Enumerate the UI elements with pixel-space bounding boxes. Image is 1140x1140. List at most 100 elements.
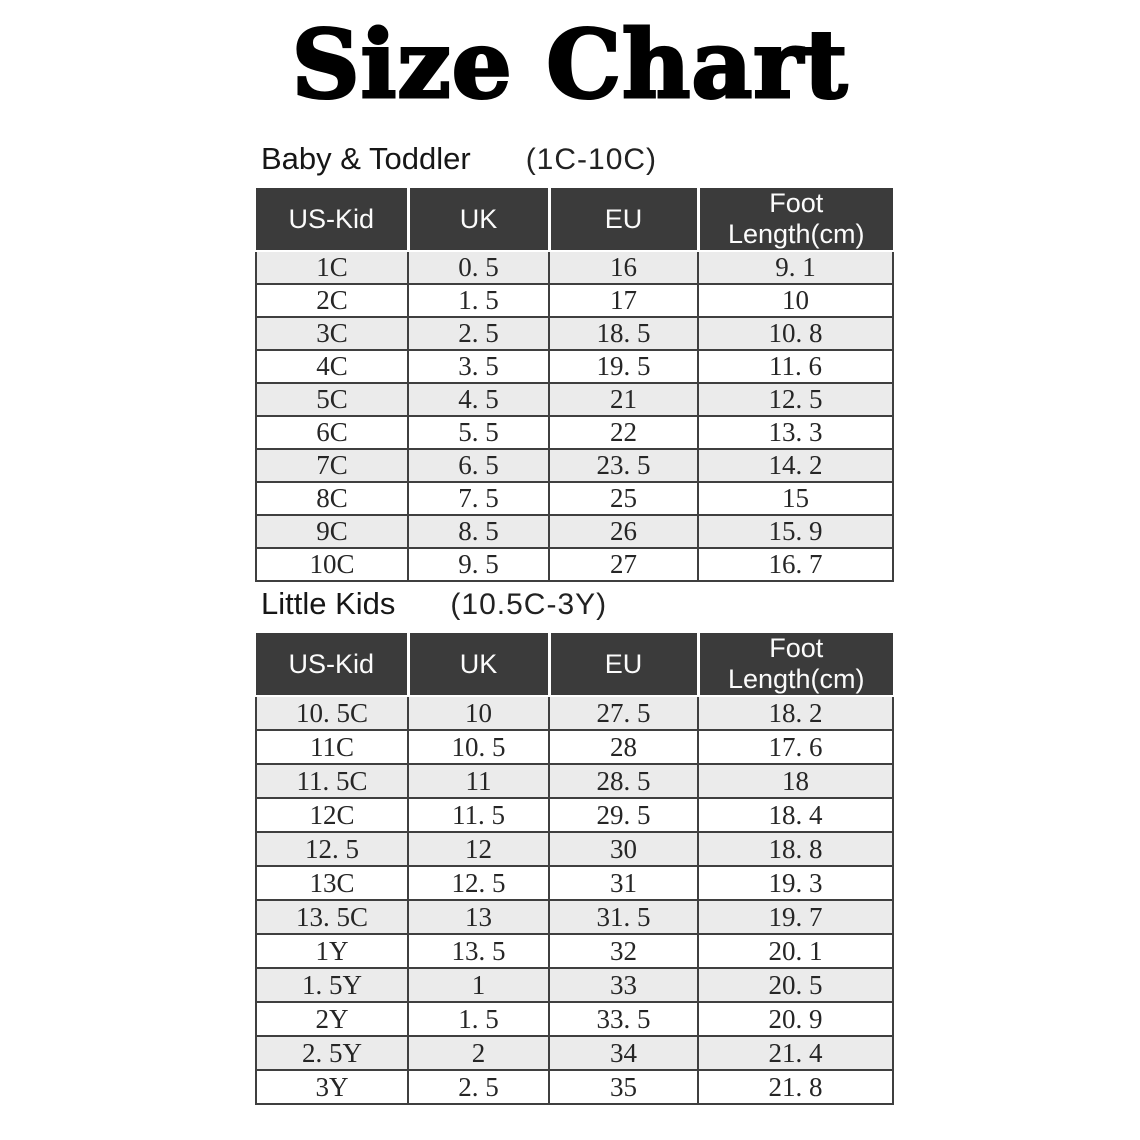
table-cell: 9. 1 <box>697 250 894 285</box>
table-cell: 13. 5C <box>255 899 409 935</box>
table-row: 11. 5C 11 28. 5 18 <box>255 763 894 799</box>
table-row: 13C 12. 5 31 19. 3 <box>255 865 894 901</box>
table-cell: 20. 9 <box>697 1001 894 1037</box>
table-cell: 2 <box>407 1035 550 1071</box>
table-cell: 21. 8 <box>697 1069 894 1105</box>
table-cell: 2. 5Y <box>255 1035 409 1071</box>
table-cell: 2Y <box>255 1001 409 1037</box>
table-cell: 19. 3 <box>697 865 894 901</box>
table-cell: 16. 7 <box>697 547 894 582</box>
table-row: 10C 9. 5 27 16. 7 <box>255 547 894 582</box>
column-header: UK <box>406 633 549 697</box>
table-row: 12. 5 12 30 18. 8 <box>255 831 894 867</box>
table-cell: 27. 5 <box>548 695 699 731</box>
table-cell: 11C <box>255 729 409 765</box>
table-row: 3Y 2. 5 35 21. 8 <box>255 1069 894 1105</box>
table-cell: 28 <box>548 729 699 765</box>
table-cell: 14. 2 <box>697 448 894 483</box>
table-row: 11C 10. 5 28 17. 6 <box>255 729 894 765</box>
table-cell: 23. 5 <box>548 448 699 483</box>
table-cell: 12. 5 <box>407 865 550 901</box>
table-cell: 11. 5C <box>255 763 409 799</box>
table-row: 2. 5Y 2 34 21. 4 <box>255 1035 894 1071</box>
table-row: 5C 4. 5 21 12. 5 <box>255 382 894 417</box>
table-cell: 25 <box>548 481 699 516</box>
table-cell: 20. 1 <box>697 933 894 969</box>
table-row: 2Y 1. 5 33. 5 20. 9 <box>255 1001 894 1037</box>
table-row: 9C 8. 5 26 15. 9 <box>255 514 894 549</box>
table-cell: 10 <box>407 695 550 731</box>
column-header: Foot Length(cm) <box>696 188 893 252</box>
table-cell: 20. 5 <box>697 967 894 1003</box>
table-cell: 1. 5Y <box>255 967 409 1003</box>
table-cell: 10C <box>255 547 409 582</box>
table-cell: 18. 8 <box>697 831 894 867</box>
table-cell: 17 <box>548 283 699 318</box>
table-cell: 30 <box>548 831 699 867</box>
table-cell: 32 <box>548 933 699 969</box>
table-cell: 10. 8 <box>697 316 894 351</box>
table-cell: 33 <box>548 967 699 1003</box>
table-cell: 17. 6 <box>697 729 894 765</box>
table-cell: 15 <box>697 481 894 516</box>
table-cell: 19. 7 <box>697 899 894 935</box>
table-cell: 31 <box>548 865 699 901</box>
table-cell: 15. 9 <box>697 514 894 549</box>
table-cell: 5. 5 <box>407 415 550 450</box>
table-cell: 2C <box>255 283 409 318</box>
table-row: 2C 1. 5 17 10 <box>255 283 894 318</box>
table-cell: 0. 5 <box>407 250 550 285</box>
table-cell: 13. 3 <box>697 415 894 450</box>
table-cell: 2. 5 <box>407 316 550 351</box>
column-header: US-Kid <box>256 633 408 697</box>
header-row: US-Kid UK EU Foot Length(cm) <box>256 633 893 697</box>
table-cell: 10. 5C <box>255 695 409 731</box>
table-row: 12C 11. 5 29. 5 18. 4 <box>255 797 894 833</box>
section-range: (1C-10C) <box>525 143 658 176</box>
column-header: EU <box>547 633 698 697</box>
table-row: 13. 5C 13 31. 5 19. 7 <box>255 899 894 935</box>
table-cell: 12 <box>407 831 550 867</box>
table-cell: 3Y <box>255 1069 409 1105</box>
table-cell: 1C <box>255 250 409 285</box>
table-cell: 6. 5 <box>407 448 550 483</box>
table-cell: 10. 5 <box>407 729 550 765</box>
table-cell: 8. 5 <box>407 514 550 549</box>
table-cell: 1 <box>407 967 550 1003</box>
table-cell: 35 <box>548 1069 699 1105</box>
table-cell: 9C <box>255 514 409 549</box>
table-cell: 4C <box>255 349 409 384</box>
table-cell: 18. 2 <box>697 695 894 731</box>
table-cell: 34 <box>548 1035 699 1071</box>
table-cell: 21. 4 <box>697 1035 894 1071</box>
table-row: 6C 5. 5 22 13. 3 <box>255 415 894 450</box>
column-header: EU <box>547 188 698 252</box>
table-cell: 26 <box>548 514 699 549</box>
table-cell: 16 <box>548 250 699 285</box>
table-row: 3C 2. 5 18. 5 10. 8 <box>255 316 894 351</box>
table-cell: 5C <box>255 382 409 417</box>
table-cell: 12C <box>255 797 409 833</box>
table-cell: 13. 5 <box>407 933 550 969</box>
section-title: Baby & Toddler <box>261 141 471 176</box>
column-header: Foot Length(cm) <box>696 633 893 697</box>
table-row: 1. 5Y 1 33 20. 5 <box>255 967 894 1003</box>
table-cell: 11. 6 <box>697 349 894 384</box>
table-row: 1C 0. 5 16 9. 1 <box>255 250 894 285</box>
header-row: US-Kid UK EU Foot Length(cm) <box>256 188 893 252</box>
table-cell: 13 <box>407 899 550 935</box>
table-cell: 31. 5 <box>548 899 699 935</box>
section-heading: Baby & Toddler (1C-10C) <box>261 141 892 178</box>
page-title: Size Chart <box>290 9 849 122</box>
table-cell: 1Y <box>255 933 409 969</box>
table-cell: 10 <box>697 283 894 318</box>
table-cell: 1. 5 <box>407 283 550 318</box>
table-cell: 7. 5 <box>407 481 550 516</box>
column-header: UK <box>406 188 549 252</box>
table-cell: 13C <box>255 865 409 901</box>
table-row: 8C 7. 5 25 15 <box>255 481 894 516</box>
section-range: (10.5C-3Y) <box>450 588 608 621</box>
table-cell: 4. 5 <box>407 382 550 417</box>
table-cell: 8C <box>255 481 409 516</box>
table-cell: 9. 5 <box>407 547 550 582</box>
